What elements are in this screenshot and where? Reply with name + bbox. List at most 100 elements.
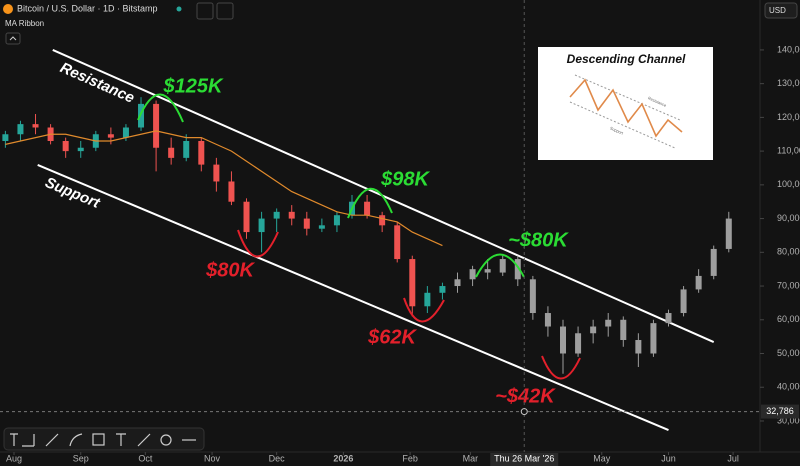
date-label-box — [490, 453, 559, 466]
candle-body — [544, 313, 551, 327]
tool-icon[interactable] — [92, 433, 105, 446]
candle-body — [17, 124, 24, 135]
candle-body — [107, 134, 114, 138]
candle-body — [514, 259, 521, 280]
inset-zigzag — [569, 78, 683, 138]
tool-icon[interactable] — [45, 433, 59, 447]
y-tick-label: 100,000 — [777, 179, 800, 189]
y-tick-label: 130,000 — [777, 78, 800, 88]
inset-label: Support — [609, 125, 625, 136]
x-tick-label: Sep — [73, 453, 89, 463]
candle-body — [665, 313, 672, 324]
candle-body — [2, 134, 9, 141]
candle-body — [318, 225, 325, 229]
price-label: 32,786 — [766, 406, 794, 416]
candle-body — [499, 259, 506, 273]
caret — [9, 36, 17, 41]
y-tick-label: 40,000 — [777, 382, 800, 392]
candle-body — [605, 319, 612, 327]
candle-body — [138, 103, 145, 128]
y-tick-label: 120,000 — [777, 112, 800, 122]
inset-line — [574, 74, 681, 121]
inset: Descending Channel Resistance Support — [538, 47, 713, 160]
tool-icon[interactable] — [22, 434, 35, 447]
arcs — [137, 93, 581, 380]
candle-body — [122, 127, 129, 138]
toolbar-button[interactable] — [196, 2, 214, 20]
indicator[interactable]: MA Ribbon — [5, 19, 44, 28]
candle-body — [710, 248, 717, 276]
y-tick-label: 140,000 — [777, 44, 800, 54]
annotation: $62K — [367, 326, 417, 348]
inset-title: Descending Channel — [567, 52, 686, 66]
x-tick-label: 2026 — [333, 453, 353, 463]
candle-body — [650, 323, 657, 354]
candle-body — [439, 286, 446, 293]
candle-body — [379, 215, 386, 226]
annotation: $98K — [380, 168, 430, 190]
candle-body — [168, 147, 175, 158]
x-tick-label: Feb — [402, 453, 418, 463]
tool-icon[interactable] — [160, 434, 172, 446]
candle-body — [560, 326, 567, 354]
candle-body — [288, 211, 295, 219]
candle-body — [62, 140, 69, 152]
y-tick-label: 80,000 — [777, 247, 800, 257]
x-tick-label: Nov — [204, 453, 221, 463]
inset-line — [569, 101, 676, 149]
candle-body — [153, 103, 160, 148]
y-tick-label: 50,000 — [777, 348, 800, 358]
arc — [347, 187, 393, 219]
annotation: ~$42K — [495, 385, 556, 407]
tool-icon[interactable] — [69, 433, 83, 447]
toolbar-button[interactable] — [216, 2, 234, 20]
arc — [403, 297, 445, 323]
arc — [237, 229, 279, 258]
y-tick-label: 90,000 — [777, 213, 800, 223]
candle-body — [484, 269, 491, 273]
candle-body — [590, 326, 597, 334]
candle-body — [333, 215, 340, 226]
candle-body — [575, 333, 582, 354]
currency-select[interactable] — [764, 2, 798, 19]
y-tick-label: 110,000 — [777, 145, 800, 155]
candle-body — [695, 275, 702, 290]
tool-icon[interactable] — [137, 433, 151, 447]
candle-body — [258, 218, 265, 233]
annotation: ~$80K — [508, 229, 569, 251]
tool-icon[interactable] — [10, 433, 18, 446]
status-dot — [176, 6, 182, 12]
candle-body — [529, 279, 536, 314]
candle-body — [454, 279, 461, 287]
collapse-button[interactable] — [5, 32, 21, 45]
candle-body — [424, 292, 431, 307]
candle-body — [213, 164, 220, 182]
x-tick-label: Dec — [269, 453, 286, 463]
y-tick-label: 60,000 — [777, 314, 800, 324]
candle-body — [243, 201, 250, 233]
candle-body — [394, 225, 401, 260]
tool-icon[interactable] — [116, 433, 126, 446]
candle-body — [364, 201, 371, 216]
price-label-box — [761, 404, 799, 419]
symbol[interactable]: Bitcoin / U.S. Dollar · 1D · Bitstamp — [17, 3, 158, 13]
moving-average — [5, 130, 443, 247]
arc — [475, 253, 525, 278]
candle-body — [198, 140, 205, 165]
candle-body — [725, 218, 732, 249]
candle-body — [183, 140, 190, 158]
x-tick-label: Aug — [6, 453, 22, 463]
drawing-toolbar — [3, 427, 205, 451]
candle-body — [620, 319, 627, 341]
date-label: Thu 26 Mar '26 — [494, 453, 554, 463]
candle-body — [409, 259, 416, 307]
candle-body — [273, 211, 280, 219]
inset-box — [538, 47, 713, 160]
candle-body — [635, 340, 642, 354]
arc — [137, 93, 184, 123]
candle-body — [303, 218, 310, 229]
currency[interactable]: USD — [769, 6, 786, 15]
candle-body — [32, 124, 39, 128]
x-tick-label: Oct — [138, 453, 153, 463]
